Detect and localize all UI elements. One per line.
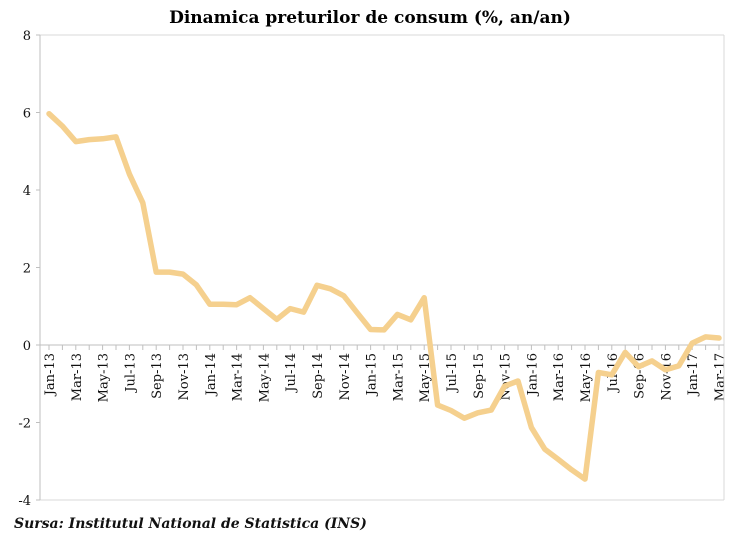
x-tick-label: Jan-13 [43,353,58,397]
y-tick-label: 8 [23,29,31,44]
series-layer [46,110,722,482]
x-tick-label: Mar-16 [552,353,567,401]
y-axis-ticks: -4 -2 0 2 4 6 8 [18,29,40,509]
x-tick-label: Jan-17 [686,353,701,397]
x-tick-label: Mar-14 [231,353,246,401]
chart-source: Sursa: Institutul National de Statistica… [14,516,367,532]
x-tick-label: Sep-14 [311,353,326,399]
x-tick-label: Nov-13 [177,353,192,400]
x-tick-label: Nov-16 [659,353,674,400]
x-tick-label: May-16 [579,353,594,402]
plot-frame [39,34,725,501]
x-tick-label: Jan-14 [204,353,219,397]
series-line-0 [46,110,722,482]
x-tick-label: May-15 [418,353,433,402]
x-tick-label: Jan-15 [365,353,380,397]
x-tick-label: May-13 [97,353,112,402]
y-tick-label: -4 [18,494,31,509]
y-tick-label: 2 [23,262,31,277]
x-tick-label: Jul-13 [123,353,138,394]
y-tick-label: 4 [23,184,31,199]
x-tick-label: Jan-16 [525,353,540,397]
x-tick-label: Mar-17 [713,353,728,401]
x-tick-label: Jul-15 [445,353,460,394]
x-tick-label: Sep-15 [472,353,487,399]
chart-title: Dinamica preturilor de consum (%, an/an) [169,8,571,28]
x-tick-label: Nov-14 [338,353,353,400]
x-tick-label: Mar-13 [70,353,85,401]
y-tick-label: 6 [23,107,31,122]
x-tick-label: May-14 [257,353,272,402]
y-tick-label: 0 [23,339,31,354]
x-tick-label: Sep-13 [150,353,165,399]
y-tick-label: -2 [18,417,31,432]
x-tick-label: Jul-14 [284,353,299,394]
x-tick-label: Mar-15 [391,353,406,401]
